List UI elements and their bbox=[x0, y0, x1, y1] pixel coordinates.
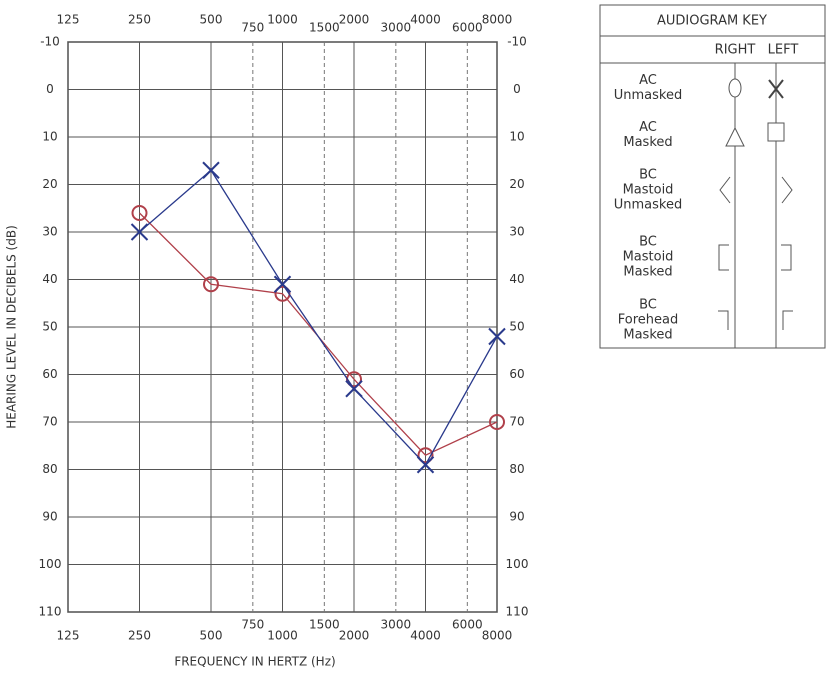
y-tick-label-right: 30 bbox=[509, 225, 524, 239]
x-tick-label: 125 bbox=[57, 629, 80, 643]
symbol-circle bbox=[728, 78, 742, 98]
key-row-label: Forehead bbox=[618, 313, 678, 328]
y-tick-label-right: 70 bbox=[509, 415, 524, 429]
key-row-label: Masked bbox=[623, 265, 672, 280]
minor-x-tick-label: 6000 bbox=[452, 618, 483, 632]
minor-x-tick-label: 3000 bbox=[381, 618, 412, 632]
y-tick-label: -10 bbox=[40, 35, 60, 49]
y-tick-label-right: 50 bbox=[509, 320, 524, 334]
minor-x-tick-label: 750 bbox=[241, 618, 264, 632]
minor-x-tick-label-top: 750 bbox=[241, 21, 264, 35]
symbol-bracket bbox=[719, 176, 731, 204]
marker-x bbox=[488, 327, 506, 346]
y-tick-label: 100 bbox=[39, 557, 62, 571]
y-tick-label-right: 80 bbox=[509, 462, 524, 476]
minor-x-tick-label-top: 6000 bbox=[452, 21, 483, 35]
x-tick-label: 250 bbox=[128, 629, 151, 643]
y-tick-label: 30 bbox=[42, 225, 57, 239]
y-tick-label-right: -10 bbox=[507, 35, 527, 49]
y-axis-label: HEARING LEVEL IN DECIBELS (dB) bbox=[5, 225, 19, 429]
marker-x bbox=[202, 161, 220, 179]
x-tick-label: 2000 bbox=[339, 629, 370, 643]
marker-circle bbox=[203, 276, 219, 293]
series-line bbox=[139, 212, 498, 457]
key-row-label: Unmasked bbox=[614, 198, 682, 213]
y-tick-label: 40 bbox=[42, 272, 57, 286]
y-tick-label: 110 bbox=[39, 605, 62, 619]
y-tick-label-right: 0 bbox=[513, 82, 521, 96]
x-axis-label: FREQUENCY IN HERTZ (Hz) bbox=[174, 655, 335, 669]
key-row-label: AC bbox=[639, 120, 657, 135]
marker-x bbox=[345, 380, 363, 398]
symbol-bracket bbox=[781, 176, 793, 204]
marker-circle bbox=[417, 447, 434, 464]
symbol-bracket bbox=[718, 244, 729, 271]
y-tick-label: 20 bbox=[42, 177, 57, 191]
x-tick-label-top: 250 bbox=[128, 13, 151, 27]
key-row-label: Masked bbox=[623, 135, 672, 150]
x-tick-label-top: 125 bbox=[57, 13, 80, 27]
y-tick-label: 0 bbox=[46, 82, 54, 96]
symbol-square bbox=[767, 122, 785, 142]
symbol-corner bbox=[718, 310, 729, 330]
y-tick-label-right: 60 bbox=[509, 367, 524, 381]
key-row-label: BC bbox=[639, 298, 657, 313]
symbol-x bbox=[768, 79, 784, 99]
x-tick-label-top: 4000 bbox=[410, 13, 441, 27]
marker-circle bbox=[131, 205, 148, 221]
symbol-corner bbox=[782, 310, 793, 330]
x-tick-label-top: 1000 bbox=[267, 13, 298, 27]
key-row-label: Masked bbox=[623, 328, 672, 343]
x-tick-label-top: 8000 bbox=[482, 13, 513, 27]
key-row-label: Mastoid bbox=[623, 183, 674, 198]
x-tick-label: 500 bbox=[200, 629, 223, 643]
minor-x-tick-label-top: 3000 bbox=[381, 21, 412, 35]
key-row-label: BC bbox=[639, 168, 657, 183]
minor-x-tick-label: 1500 bbox=[309, 618, 340, 632]
key-row-label: BC bbox=[639, 235, 657, 250]
key-row-label: Mastoid bbox=[623, 250, 674, 265]
y-tick-label-right: 110 bbox=[506, 605, 529, 619]
y-tick-label: 50 bbox=[42, 320, 57, 334]
symbol-bracket bbox=[781, 244, 792, 271]
symbol-triangle bbox=[725, 126, 745, 147]
y-tick-label: 60 bbox=[42, 367, 57, 381]
y-tick-label: 80 bbox=[42, 462, 57, 476]
key-column: LEFT bbox=[768, 43, 799, 58]
y-tick-label: 10 bbox=[42, 130, 57, 144]
y-tick-label-right: 40 bbox=[509, 272, 524, 286]
marker-x bbox=[130, 223, 149, 241]
series-line bbox=[139, 169, 498, 466]
y-tick-label-right: 90 bbox=[509, 510, 524, 524]
y-tick-label-right: 20 bbox=[509, 177, 524, 191]
y-tick-label: 90 bbox=[42, 510, 57, 524]
key-column: RIGHT bbox=[715, 43, 756, 58]
key-title: AUDIOGRAM KEY bbox=[657, 14, 767, 29]
key-frame bbox=[599, 4, 826, 349]
minor-x-tick-label-top: 1500 bbox=[309, 21, 340, 35]
key-row-label: Unmasked bbox=[614, 88, 682, 103]
marker-circle bbox=[489, 414, 505, 430]
x-tick-label-top: 500 bbox=[200, 13, 223, 27]
y-tick-label-right: 100 bbox=[506, 557, 529, 571]
x-tick-label-top: 2000 bbox=[339, 13, 370, 27]
y-tick-label-right: 10 bbox=[509, 130, 524, 144]
x-tick-label: 1000 bbox=[267, 629, 298, 643]
marker-x bbox=[273, 275, 292, 293]
marker-x bbox=[416, 456, 435, 474]
x-tick-label: 4000 bbox=[410, 629, 441, 643]
key-row-label: AC bbox=[639, 73, 657, 88]
x-tick-label: 8000 bbox=[482, 629, 513, 643]
y-tick-label: 70 bbox=[42, 415, 57, 429]
